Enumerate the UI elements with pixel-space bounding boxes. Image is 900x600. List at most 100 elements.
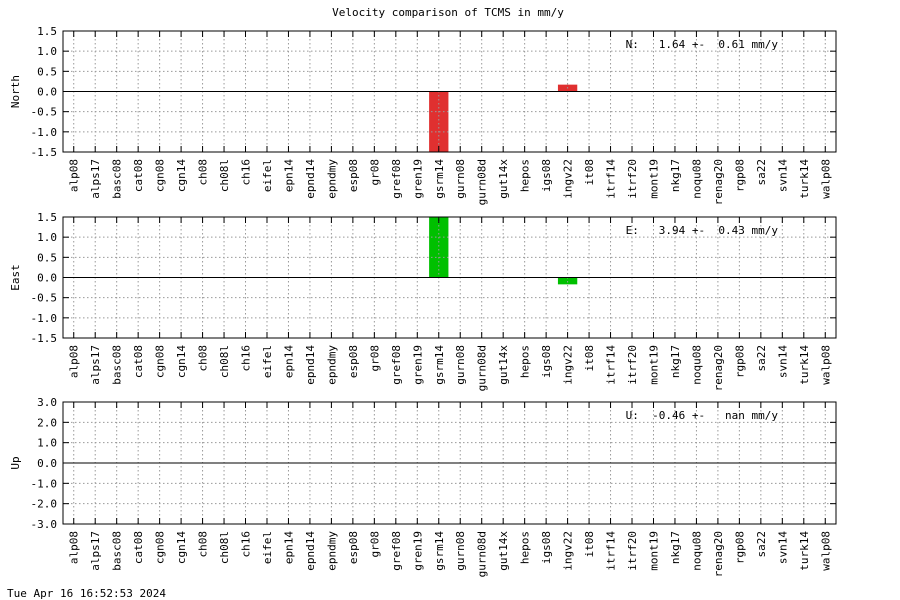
x-tick-label: alps17 (89, 159, 102, 199)
x-tick-label: gut14x (497, 345, 510, 385)
x-tick-label: ch08 (197, 159, 210, 186)
annotation: E: 3.94 +- 0.43 mm/y (626, 224, 779, 237)
x-tick-label: gref08 (390, 159, 403, 199)
x-tick-label: it08 (583, 531, 596, 558)
x-tick-label: ingv22 (562, 531, 575, 571)
x-tick-label: igs08 (540, 345, 553, 378)
y-tick-label: 1.0 (37, 231, 57, 244)
y-tick-label: 1.5 (37, 211, 57, 224)
x-tick-label: cgn14 (175, 345, 188, 378)
plot-area (429, 217, 578, 285)
x-tick-label: it08 (583, 345, 596, 372)
x-tick-label: rgp08 (733, 531, 746, 564)
x-tick-label: gut14x (497, 159, 510, 199)
x-tick-label: epndmy (325, 345, 338, 385)
y-tick-label: 1.0 (37, 45, 57, 58)
bar (429, 91, 449, 152)
x-tick-label: svn14 (776, 531, 789, 564)
x-tick-label: itrf14 (605, 345, 618, 385)
bar (557, 277, 578, 285)
x-tick-label: esp08 (347, 531, 360, 564)
x-tick-label: epnd14 (304, 159, 317, 199)
x-tick-label: rgp08 (733, 345, 746, 378)
y-tick-label: 0.0 (37, 86, 57, 99)
bar (429, 217, 449, 278)
x-tick-label: gut14x (497, 531, 510, 571)
x-tick-label: ch08l (218, 159, 231, 192)
x-tick-label: walp08 (819, 159, 832, 199)
x-tick-label: hepos (519, 159, 532, 192)
annotation: N: 1.64 +- 0.61 mm/y (626, 38, 779, 51)
x-tick-label: gurn08 (454, 345, 467, 385)
x-tick-label: it08 (583, 159, 596, 186)
y-tick-label: 0.5 (37, 65, 57, 78)
x-tick-label: itrf20 (626, 345, 639, 385)
x-tick-label: gsrm14 (433, 345, 446, 385)
x-tick-label: noqu08 (690, 531, 703, 571)
y-tick-label: 1.5 (37, 25, 57, 38)
x-tick-label: ch08l (218, 531, 231, 564)
x-tick-label: itrf20 (626, 531, 639, 571)
x-tick-label: gr08 (368, 345, 381, 372)
y-tick-label: 0.5 (37, 251, 57, 264)
x-tick-label: gr08 (368, 531, 381, 558)
x-tick-label: nkg17 (669, 159, 682, 192)
x-tick-label: ch08 (197, 345, 210, 372)
x-tick-label: turk14 (798, 345, 811, 385)
y-tick-label: 1.0 (37, 437, 57, 450)
x-tick-label: ch16 (240, 531, 253, 558)
timestamp: Tue Apr 16 16:52:53 2024 (7, 587, 166, 600)
x-tick-label: igs08 (540, 159, 553, 192)
x-tick-label: esp08 (347, 345, 360, 378)
x-tick-label: sa22 (755, 159, 768, 186)
x-tick-label: svn14 (776, 159, 789, 192)
x-tick-label: gurn08 (454, 159, 467, 199)
x-tick-label: gr08 (368, 159, 381, 186)
x-tick-label: gurn08d (476, 345, 489, 391)
x-tick-label: noqu08 (690, 159, 703, 199)
x-tick-label: turk14 (798, 531, 811, 571)
x-tick-label: eifel (261, 159, 274, 192)
x-tick-label: epn14 (282, 345, 295, 378)
x-tick-label: noqu08 (690, 345, 703, 385)
y-tick-label: -0.5 (31, 106, 58, 119)
plot-frame (62, 401, 837, 525)
x-tick-label: alps17 (89, 345, 102, 385)
y-tick-label: -1.0 (31, 126, 58, 139)
x-tick-label: mont19 (647, 159, 660, 199)
x-tick-label: turk14 (798, 159, 811, 199)
x-tick-label: nkg17 (669, 531, 682, 564)
y-tick-label: -1.0 (31, 477, 58, 490)
x-tick-label: cgn08 (154, 159, 167, 192)
x-tick-label: cat08 (132, 159, 145, 192)
y-axis-label: Up (9, 456, 22, 469)
x-tick-label: epn14 (282, 531, 295, 564)
x-tick-label: epndmy (325, 159, 338, 199)
x-tick-label: eifel (261, 531, 274, 564)
x-tick-label: ch16 (240, 345, 253, 372)
y-tick-label: 0.0 (37, 457, 57, 470)
x-tick-label: rgp08 (733, 159, 746, 192)
x-tick-label: eifel (261, 345, 274, 378)
x-tick-label: gurn08 (454, 531, 467, 571)
x-tick-label: basc08 (111, 345, 124, 385)
x-tick-label: itrf14 (605, 531, 618, 571)
x-tick-label: gren19 (411, 531, 424, 571)
x-tick-label: epnd14 (304, 531, 317, 571)
y-tick-label: -3.0 (31, 518, 58, 531)
x-tick-label: gren19 (411, 345, 424, 385)
x-tick-label: sa22 (755, 531, 768, 558)
y-tick-label: -1.0 (31, 312, 58, 325)
plot-frame (62, 216, 837, 339)
x-tick-label: cgn14 (175, 531, 188, 564)
x-tick-label: alp08 (68, 159, 81, 192)
annotation: U: -0.46 +- nan mm/y (626, 409, 779, 422)
y-tick-label: 0.0 (37, 272, 57, 285)
x-tick-label: hepos (519, 531, 532, 564)
x-tick-label: walp08 (819, 531, 832, 571)
x-tick-label: gren19 (411, 159, 424, 199)
x-tick-label: alp08 (68, 531, 81, 564)
x-tick-label: mont19 (647, 345, 660, 385)
x-tick-label: igs08 (540, 531, 553, 564)
